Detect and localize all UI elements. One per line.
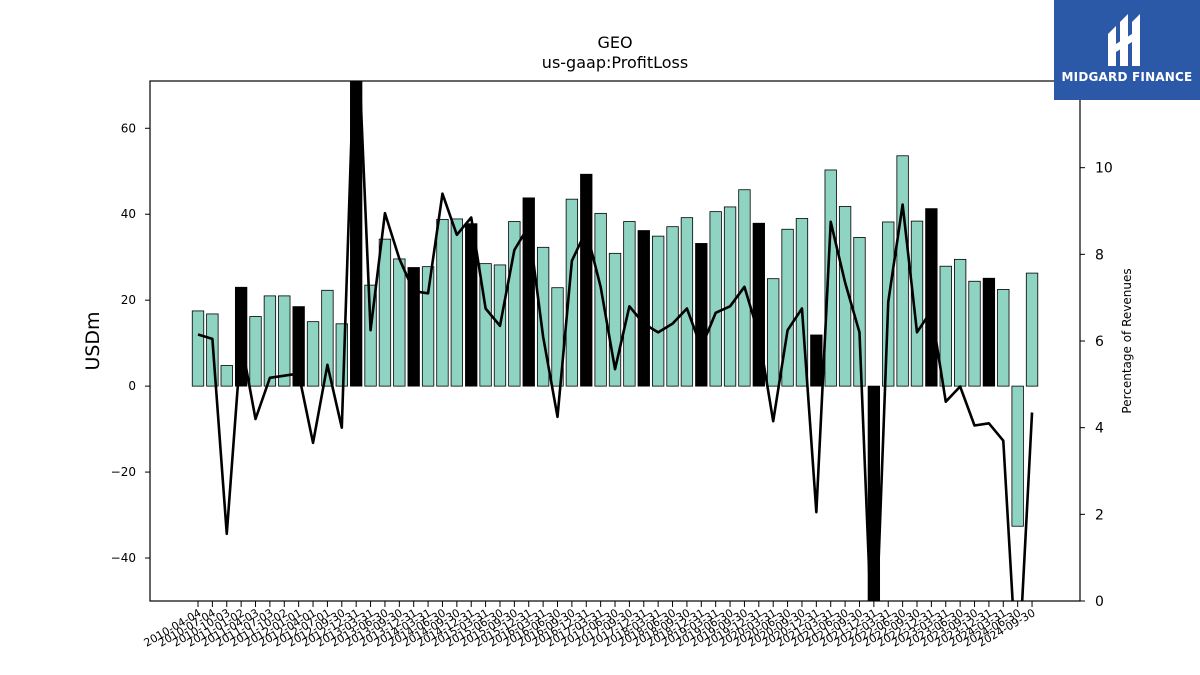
bar-2020-12-31 [810, 334, 823, 387]
bar-2016-12-31 [580, 173, 593, 387]
line-group [197, 81, 1034, 601]
brand-name: MIDGARD FINANCE [1061, 70, 1193, 84]
bar-2023-03-31 [939, 265, 952, 387]
bar-2014-03-31 [421, 266, 435, 387]
bar-2010-04-04 [191, 310, 205, 387]
bar-2020-03-31 [767, 278, 780, 387]
bar-2022-09-30 [910, 220, 924, 387]
y-tick-label: 40 [121, 207, 136, 221]
bar-2018-12-31 [695, 243, 708, 387]
y2-tick-label: 8 [1095, 247, 1104, 263]
bar-2024-03-31 [997, 289, 1010, 387]
bar-2022-06-30 [896, 155, 909, 387]
bar-2018-03-31 [652, 235, 665, 387]
bar-2018-09-30 [680, 217, 694, 387]
bar-2014-09-30 [450, 218, 463, 387]
bar-2021-03-31 [824, 169, 837, 387]
bar-2015-12-31 [522, 197, 535, 387]
brand-logo: MIDGARD FINANCE [1054, 0, 1200, 100]
bar-2016-06-30 [551, 287, 564, 387]
bar-2015-03-31 [479, 263, 492, 387]
bar-2012-07-01 [321, 289, 334, 387]
bar-2012-04-01 [306, 321, 320, 387]
bar-2017-06-30 [608, 252, 622, 387]
y-tick-label: −20 [111, 465, 136, 479]
bar-2015-09-30 [508, 221, 521, 387]
bar-2020-06-30 [781, 228, 794, 387]
bar-2014-06-30 [436, 218, 449, 387]
y-tick-label: 60 [121, 121, 136, 135]
bar-2024-06-30 [1011, 385, 1024, 527]
bar-2022-12-31 [925, 208, 938, 387]
bar-2011-01-02 [234, 286, 248, 387]
bar-2011-10-02 [278, 295, 291, 387]
bar-2013-09-30 [393, 258, 406, 387]
bar-2010-10-03 [220, 365, 233, 387]
bar-2019-12-31 [752, 222, 765, 387]
y2-tick-label: 2 [1095, 507, 1104, 523]
bar-2020-09-30 [795, 218, 809, 387]
bar-2012-01-01 [292, 306, 305, 387]
y2-axis-label: Percentage of Revenues [1120, 268, 1134, 413]
bar-2017-03-31 [594, 212, 607, 387]
y-tick-label: −40 [111, 551, 136, 565]
bar-2011-04-03 [249, 316, 262, 387]
bar-2017-12-31 [637, 230, 650, 387]
bar-2017-09-30 [623, 221, 636, 387]
bar-2012-12-31 [350, 81, 363, 387]
y-axis-right: 0 2 4 6 8 10 [1080, 161, 1113, 610]
chart-subtitle: us-gaap:ProfitLoss [542, 53, 688, 72]
y2-tick-label: 4 [1095, 421, 1104, 437]
bar-2019-03-31 [709, 211, 722, 387]
y-tick-label: 20 [121, 293, 136, 307]
bar-2018-06-30 [666, 226, 679, 387]
bar-2012-09-30 [335, 323, 348, 387]
bar-2016-03-31 [536, 246, 550, 387]
y2-tick-label: 0 [1095, 594, 1104, 610]
bar-2013-06-30 [378, 238, 392, 387]
midgard-logo-icon [1108, 14, 1140, 66]
bars-group [191, 81, 1039, 601]
y-axis-left: −40 −20 0 20 40 60 [111, 121, 150, 565]
bar-2021-06-30 [838, 206, 852, 387]
y-tick-label: 0 [128, 379, 136, 393]
bar-2023-06-30 [953, 258, 967, 387]
bar-2013-03-31 [364, 284, 377, 387]
bar-2019-06-30 [723, 206, 737, 387]
y-axis-label: USDm [82, 311, 104, 370]
y2-tick-label: 10 [1095, 161, 1113, 177]
percentage-line [197, 81, 1034, 601]
bar-2024-09-30 [1025, 272, 1039, 387]
bar-2021-12-31 [867, 385, 881, 601]
bar-2013-12-31 [407, 267, 420, 387]
bar-2023-09-30 [968, 280, 981, 387]
bar-2023-12-31 [982, 277, 996, 387]
y2-tick-label: 6 [1095, 334, 1104, 350]
chart-title: GEO [597, 33, 632, 52]
bar-2011-07-03 [263, 295, 277, 387]
x-axis: 2010-04-042010-07-042010-10-032011-01-02… [142, 601, 1038, 650]
bar-2016-09-30 [565, 198, 579, 387]
